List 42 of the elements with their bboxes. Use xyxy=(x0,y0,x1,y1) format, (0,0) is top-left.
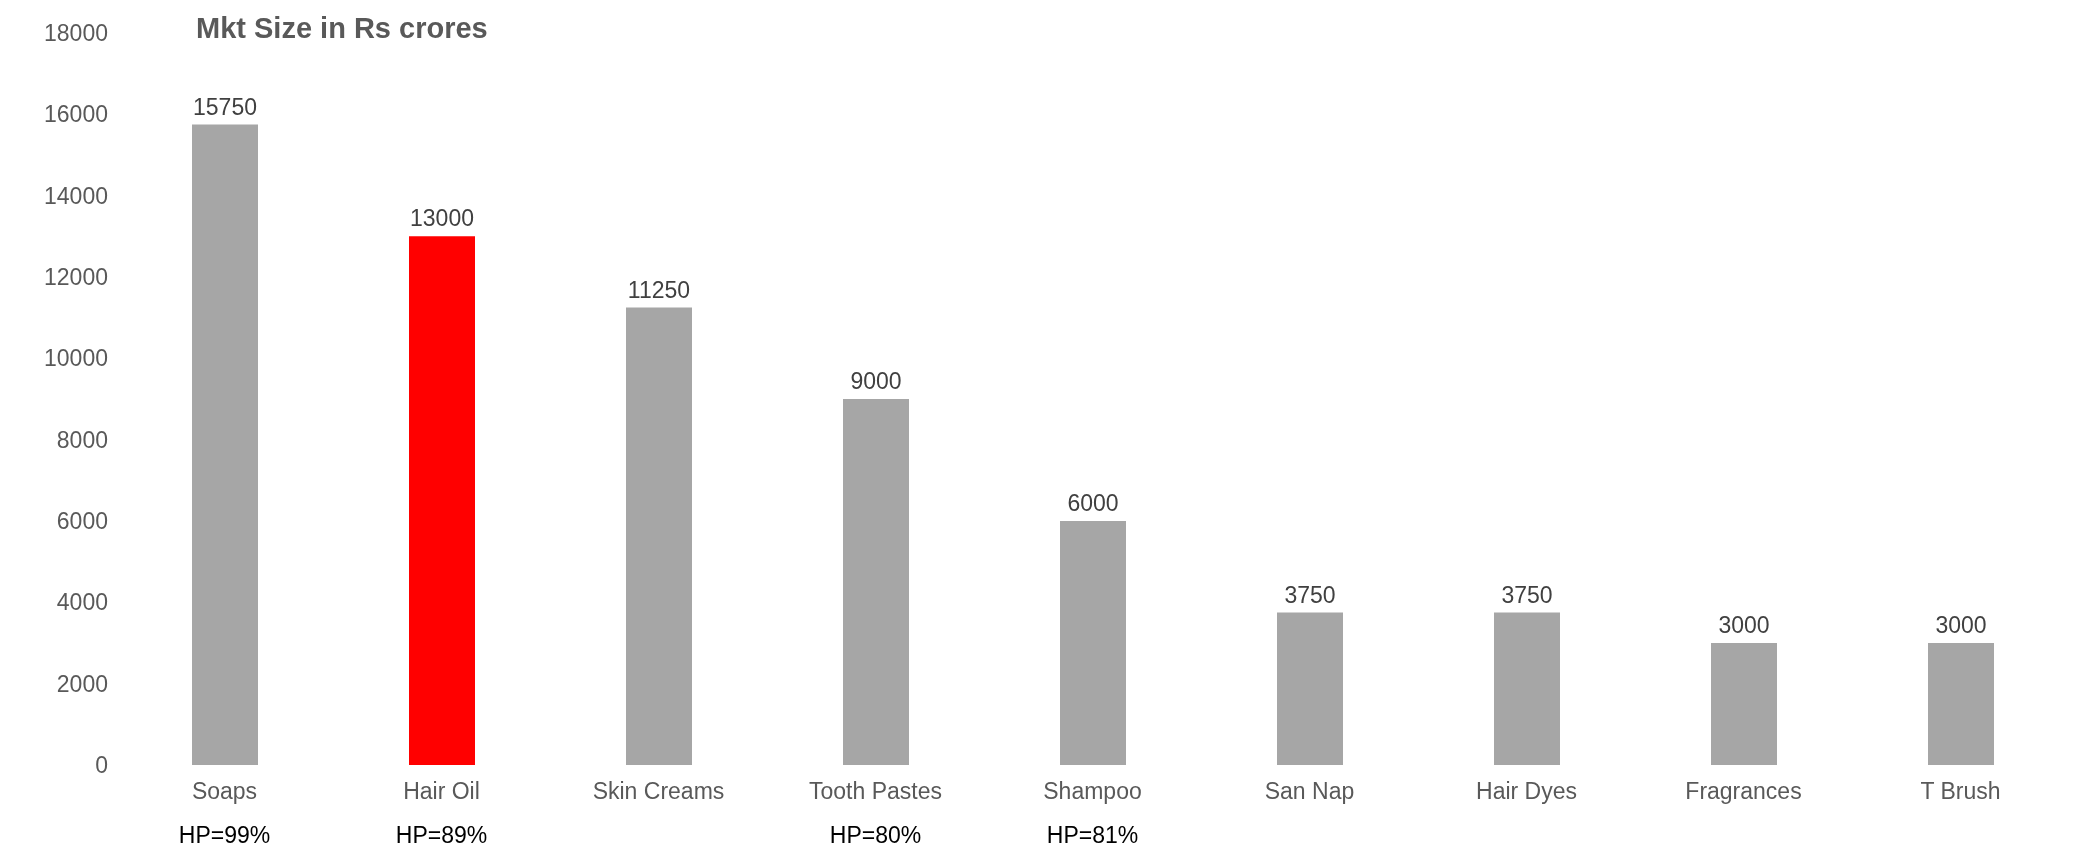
bar xyxy=(1928,643,1994,765)
data-label: 3000 xyxy=(1935,612,1987,638)
data-label: 11250 xyxy=(627,276,691,303)
y-tick-label: 6000 xyxy=(56,508,108,535)
bar xyxy=(1711,643,1777,765)
bar xyxy=(1494,612,1560,765)
y-tick-label: 14000 xyxy=(44,182,108,209)
x-tick-label: Skin Creams xyxy=(592,778,725,804)
y-tick-label: 8000 xyxy=(56,426,108,453)
data-label: 3750 xyxy=(1501,581,1553,608)
data-label: 13000 xyxy=(410,205,474,232)
y-tick-label: 10000 xyxy=(44,345,108,372)
y-tick-label: 4000 xyxy=(56,589,108,616)
bar xyxy=(192,124,258,765)
bar xyxy=(843,399,909,765)
x-tick-label: Soaps xyxy=(191,778,258,804)
data-label: 6000 xyxy=(1067,490,1119,516)
x-tick-label: Hair Oil xyxy=(403,778,480,804)
x-tick-label: Fragrances xyxy=(1685,778,1802,804)
data-label: 15750 xyxy=(193,93,257,120)
y-tick-label: 16000 xyxy=(44,101,108,128)
bar xyxy=(409,236,475,765)
x-tick-label: Hair Dyes xyxy=(1476,778,1577,804)
y-tick-label: 0 xyxy=(95,752,108,779)
x-tick-label: San Nap xyxy=(1264,778,1355,804)
text: HP=99% xyxy=(178,822,271,848)
data-label: 3000 xyxy=(1718,612,1770,638)
bar xyxy=(626,307,692,765)
x-tick-label: Shampoo xyxy=(1043,778,1142,804)
x-tick-label: Tooth Pastes xyxy=(809,778,942,804)
data-label: 9000 xyxy=(850,368,902,394)
y-tick-label: 18000 xyxy=(44,20,108,47)
x-tick-label: T Brush xyxy=(1920,778,2001,804)
text: HP=89% xyxy=(395,822,488,848)
text: HP=81% xyxy=(1046,822,1139,848)
y-tick-label: 12000 xyxy=(44,264,108,291)
text: HP=80% xyxy=(829,822,922,848)
bar xyxy=(1277,612,1343,765)
chart-title: Mkt Size in Rs crores xyxy=(196,12,488,45)
data-label: 3750 xyxy=(1284,581,1336,608)
y-tick-label: 2000 xyxy=(56,670,108,697)
bar xyxy=(1060,521,1126,765)
